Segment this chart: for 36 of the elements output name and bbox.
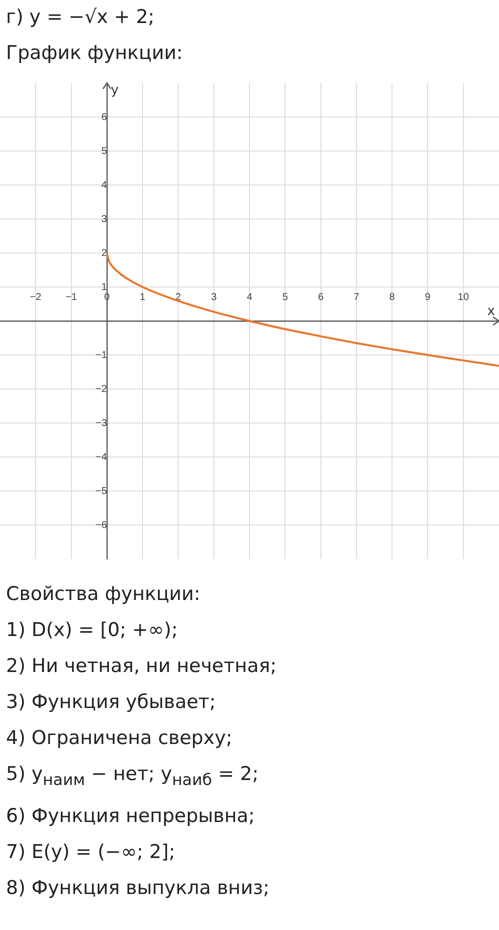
x-tick-label: 7 (354, 292, 360, 303)
x-tick-label: −2 (30, 292, 42, 303)
y-tick-label: 5 (101, 146, 108, 157)
x-tick-label: 10 (458, 292, 470, 303)
y-tick-label: 6 (101, 112, 108, 123)
line-series (106, 252, 499, 367)
x-tick-label: −1 (66, 292, 78, 303)
x-tick-label: 9 (424, 292, 431, 303)
text: 3) Функция убывает; (6, 690, 217, 714)
x-tick-label: 2 (175, 292, 182, 303)
x-axis-title: x (487, 304, 496, 319)
y-tick-label: 2 (101, 248, 108, 259)
y-tick-label: 3 (101, 214, 108, 225)
y-tick-label: −6 (96, 520, 108, 531)
x-tick-label: 1 (140, 292, 146, 303)
text: 4) Ограничена сверху; (6, 726, 234, 750)
x-tick-label: 8 (389, 292, 396, 303)
chart-title: г) y = −√x + 2; (5, 5, 156, 28)
text: 5) y$_{наим}$ − нет; y$_{наиб}$ = 2; (6, 762, 260, 791)
x-tick-label: 5 (282, 292, 288, 303)
text: 8) Функция выпукла вниз; (6, 876, 270, 900)
text: 6) Функция непрерывна; (6, 804, 256, 828)
y-tick-label: −3 (96, 418, 108, 429)
y-tick-label: −1 (96, 350, 108, 361)
y-tick-label: −2 (96, 384, 108, 395)
text: 1) D(x) = [0; +∞); (6, 618, 179, 642)
x-tick-label: 3 (211, 292, 218, 303)
chart-subtitle: График функции: (5, 41, 184, 66)
y-tick-label: 1 (101, 282, 108, 293)
x-tick-label: 6 (318, 292, 324, 303)
y-axis-title: y (110, 82, 119, 98)
text: 7) E(y) = (−∞; 2]; (6, 840, 176, 864)
text: 2) Ни четная, ни нечетная; (6, 654, 278, 678)
y-tick-label: −5 (96, 486, 108, 497)
x-tick-label: 4 (246, 292, 253, 303)
text: Свойства функции: (6, 582, 202, 606)
